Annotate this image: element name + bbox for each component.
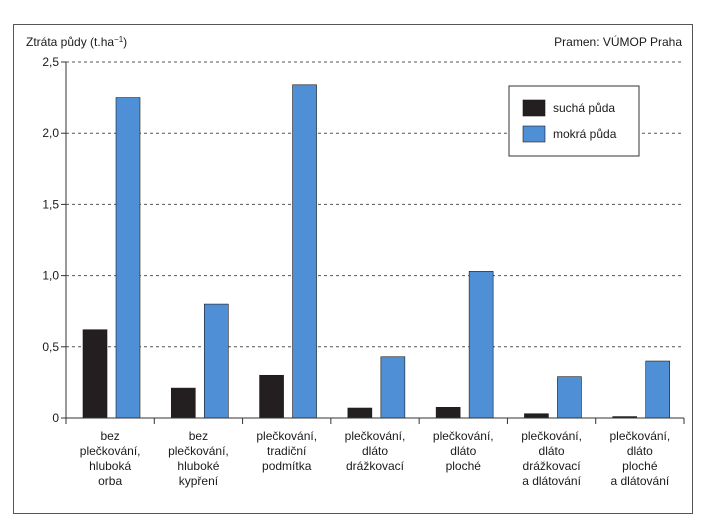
category-label-line: a dlátování xyxy=(522,474,581,488)
legend-swatch xyxy=(522,125,546,143)
bar-dry-1 xyxy=(82,329,108,419)
source-label: Pramen: VÚMOP Praha xyxy=(554,34,682,49)
category-label: plečkování, tradiční podmítka xyxy=(256,429,317,473)
bar-wet-6 xyxy=(557,376,582,419)
category-label-line: ploché xyxy=(622,459,658,473)
bar-dry-5 xyxy=(435,407,461,419)
category-label-line: kypření xyxy=(179,474,219,488)
y-tick-label: 2,5 xyxy=(42,55,59,69)
legend-label: mokrá půda xyxy=(553,127,617,141)
category-label-line: hluboká xyxy=(89,459,131,473)
category-label-line: bez xyxy=(189,429,208,443)
legend: suchá půda mokrá půda xyxy=(508,85,640,157)
category-label-line: drážkovací xyxy=(346,459,405,473)
legend-swatch xyxy=(522,99,546,117)
y-tick-label: 1,0 xyxy=(42,269,59,283)
y-tick-label: 0 xyxy=(52,411,59,425)
y-tick-label: 1,5 xyxy=(42,197,59,211)
category-label: plečkování, dláto drážkovací xyxy=(345,429,406,473)
bars xyxy=(82,84,671,419)
bar-dry-3 xyxy=(259,374,284,419)
category-label-line: plečkování, xyxy=(168,444,229,458)
category-label: bez plečkování, hluboké kypření xyxy=(168,429,229,488)
category-label: plečkování, dláto ploché xyxy=(433,429,494,473)
category-label-line: plečkování, xyxy=(521,429,582,443)
y-axis-title: Ztráta půdy (t.ha−1) xyxy=(26,35,127,50)
bar-wet-7 xyxy=(645,360,671,419)
category-label-line: hluboké xyxy=(177,459,219,473)
category-label-line: plečkování, xyxy=(433,429,494,443)
category-label-line: orba xyxy=(98,474,122,488)
y-axis-title-close: ) xyxy=(123,35,127,49)
tick-labels: 0 0,5 1,0 1,5 2,0 2,5 xyxy=(42,55,59,425)
category-label-line: bez xyxy=(100,429,119,443)
bar-wet-3 xyxy=(292,84,317,419)
category-label-line: a dlátování xyxy=(610,474,669,488)
y-tick-label: 0,5 xyxy=(42,340,59,354)
category-label-line: dláto xyxy=(627,444,653,458)
category-label-line: plečkování, xyxy=(256,429,317,443)
y-tick-label: 2,0 xyxy=(42,126,59,140)
bar-dry-4 xyxy=(347,407,373,419)
bar-wet-1 xyxy=(115,97,141,419)
category-label-line: drážkovací xyxy=(523,459,582,473)
category-label-line: plečkování, xyxy=(345,429,406,443)
category-label-line: dláto xyxy=(539,444,565,458)
category-label: bez plečkování, hluboká orba xyxy=(80,429,141,488)
y-axis-title-main: Ztráta půdy (t.ha xyxy=(26,35,114,49)
bar-wet-2 xyxy=(203,303,229,419)
category-label-line: plečkování, xyxy=(610,429,671,443)
bar-wet-4 xyxy=(380,356,406,419)
category-label-line: dláto xyxy=(362,444,388,458)
category-label-line: tradiční xyxy=(267,444,307,458)
category-label: plečkování, dláto ploché a dlátování xyxy=(610,429,671,488)
legend-box xyxy=(508,85,640,157)
y-axis-title-sup: −1 xyxy=(114,35,124,44)
bar-dry-2 xyxy=(170,387,196,419)
bar-wet-5 xyxy=(468,271,494,419)
axes xyxy=(61,61,685,424)
bar-dry-6 xyxy=(524,413,549,419)
category-label-line: dláto xyxy=(450,444,476,458)
category-label-line: ploché xyxy=(446,459,482,473)
category-label-line: podmítka xyxy=(262,459,312,473)
category-label-line: plečkování, xyxy=(80,444,141,458)
legend-label: suchá půda xyxy=(553,101,615,115)
grid-lines xyxy=(66,61,684,348)
category-label: plečkování, dláto drážkovací a dlátování xyxy=(521,429,582,488)
